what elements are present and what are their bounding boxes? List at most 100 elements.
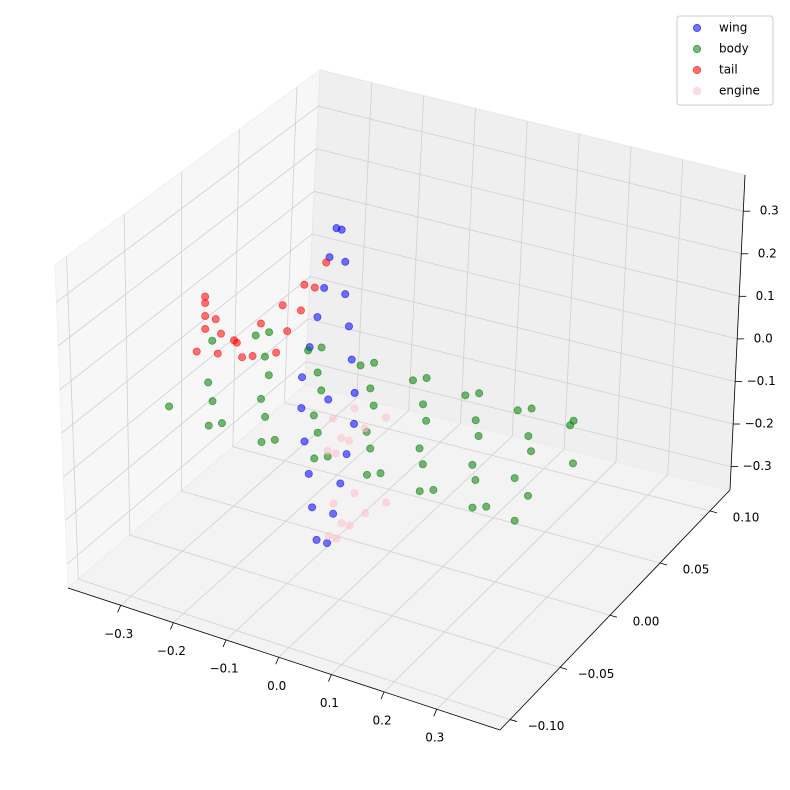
point [510, 516, 519, 525]
grid-line [314, 190, 740, 297]
point [317, 343, 326, 352]
point [568, 459, 577, 468]
point [344, 436, 353, 445]
point [312, 535, 321, 544]
point [272, 348, 281, 357]
grid [56, 82, 744, 720]
y-tick-label: −0.05 [578, 667, 615, 681]
tick-mark [609, 614, 618, 618]
point [356, 361, 365, 370]
point [204, 378, 213, 387]
point [344, 322, 353, 331]
point [204, 421, 213, 430]
grid-line [123, 214, 131, 536]
y-tick-label: −0.10 [528, 719, 565, 733]
z-tick-label: −0.3 [743, 459, 772, 473]
point [468, 503, 477, 512]
grid-line [278, 435, 513, 658]
point [261, 412, 270, 421]
tick-mark [328, 674, 332, 682]
point [256, 319, 265, 328]
tick-mark [117, 605, 122, 613]
point [345, 521, 354, 530]
point [323, 539, 332, 548]
point [324, 532, 333, 541]
point [201, 292, 210, 301]
point [283, 327, 292, 336]
point [257, 438, 266, 447]
legend-label: wing [719, 21, 747, 35]
point [361, 509, 370, 518]
point [527, 447, 536, 456]
y-axis-line [499, 489, 731, 731]
grid-line [232, 446, 661, 564]
point [482, 502, 491, 511]
y-tick-label: 0.05 [683, 563, 710, 577]
point [297, 404, 306, 413]
point [342, 450, 351, 459]
tick-mark [433, 709, 438, 717]
grid-line [58, 148, 317, 347]
point [366, 444, 375, 453]
point [329, 509, 338, 518]
grid-line [66, 361, 307, 565]
grid-line [66, 256, 79, 580]
point [310, 454, 319, 463]
tick-mark [275, 657, 280, 665]
grid-line [129, 534, 561, 668]
panes [54, 68, 746, 731]
point [360, 424, 369, 433]
grid-line [436, 474, 669, 710]
point [248, 352, 257, 361]
point [238, 353, 247, 362]
point [300, 280, 309, 289]
grid-line [383, 461, 617, 693]
points [165, 224, 578, 548]
point [201, 312, 210, 321]
point [265, 328, 274, 337]
grid-line [59, 191, 315, 390]
x-tick-label: 0.2 [373, 713, 392, 727]
point [376, 469, 385, 478]
point [278, 301, 287, 310]
point [419, 400, 428, 409]
legend-label: body [719, 42, 749, 56]
z-tick-label: 0.1 [756, 289, 775, 303]
point [422, 416, 431, 425]
point [331, 449, 340, 458]
point [350, 388, 359, 397]
point [192, 347, 201, 356]
point [257, 394, 266, 403]
point [349, 419, 358, 428]
tick-mark [169, 622, 174, 630]
x-tick-label: 0.0 [267, 679, 286, 693]
point [217, 419, 226, 428]
point [510, 474, 519, 483]
point [366, 384, 375, 393]
legend-frame [676, 15, 774, 106]
grid-line [181, 490, 611, 616]
grid-line [356, 82, 373, 398]
point [213, 349, 222, 358]
point [310, 283, 319, 292]
grid-line [232, 129, 240, 447]
point [323, 446, 332, 455]
grid-line [308, 318, 734, 425]
point [350, 489, 359, 498]
x-tick-label: 0.1 [320, 696, 339, 710]
point [422, 374, 431, 383]
legend-marker [692, 86, 702, 96]
tick-mark [709, 510, 718, 514]
point [313, 313, 322, 322]
grid-line [318, 105, 744, 212]
legend-label: tail [719, 63, 738, 77]
x-tick-label: −0.3 [104, 627, 133, 641]
grid-line [310, 276, 736, 382]
grid-line [331, 448, 565, 675]
point [569, 416, 578, 425]
grid-line [511, 121, 528, 437]
grid-line [563, 134, 580, 450]
point [429, 485, 438, 494]
point [270, 435, 279, 444]
y-tick-label: 0.10 [733, 510, 760, 524]
